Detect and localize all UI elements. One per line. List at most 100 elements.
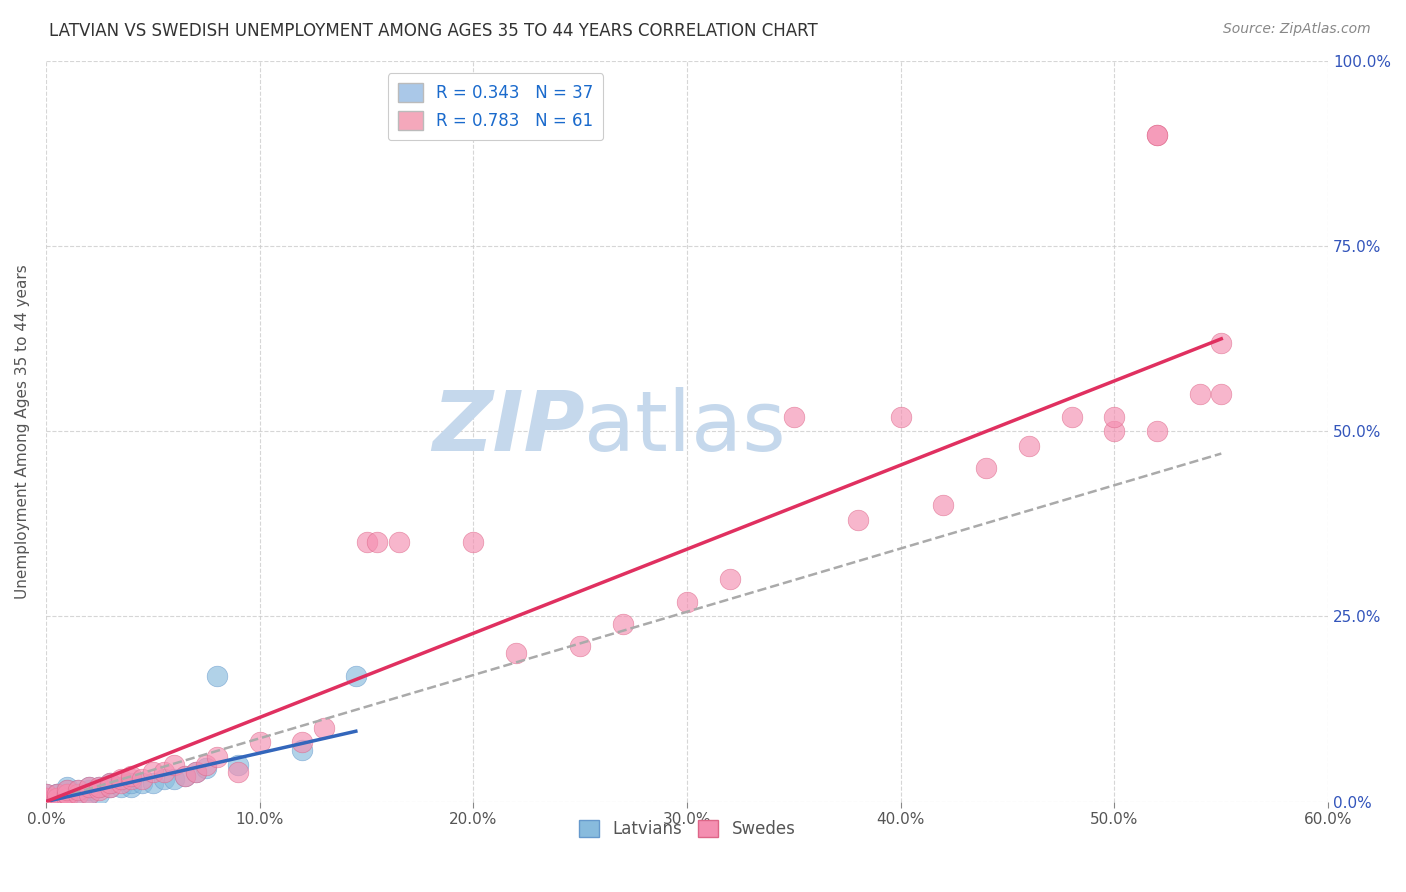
Point [1018,439,1040,453]
Point [77,787,100,801]
Point [110,772,132,787]
Point [98,780,121,794]
Point [195,757,218,772]
Point [1146,425,1168,439]
Point [163,772,186,787]
Point [387,535,409,549]
Point [142,764,165,779]
Point [120,772,142,787]
Point [56,787,79,801]
Point [35,787,58,801]
Point [249,735,271,749]
Point [205,750,228,764]
Point [718,573,741,587]
Point [120,780,142,794]
Point [45,787,67,801]
Point [56,790,79,805]
Point [66,787,89,801]
Point [110,776,132,790]
Point [184,764,207,779]
Point [152,772,174,787]
Point [612,616,634,631]
Point [291,735,314,749]
Text: Source: ZipAtlas.com: Source: ZipAtlas.com [1223,22,1371,37]
Point [1146,128,1168,143]
Point [98,776,121,790]
Point [569,639,592,653]
Point [195,761,218,775]
Point [35,795,58,809]
Point [1188,387,1211,401]
Point [35,790,58,805]
Point [932,499,955,513]
Point [66,783,89,797]
Point [1060,409,1083,424]
Point [89,787,111,801]
Point [142,776,165,790]
Point [35,787,58,801]
Text: LATVIAN VS SWEDISH UNEMPLOYMENT AMONG AGES 35 TO 44 YEARS CORRELATION CHART: LATVIAN VS SWEDISH UNEMPLOYMENT AMONG AG… [49,22,818,40]
Point [35,795,58,809]
Point [77,780,100,794]
Point [463,535,485,549]
Point [152,764,174,779]
Point [45,790,67,805]
Point [35,790,58,805]
Point [89,780,111,794]
Point [66,783,89,797]
Point [131,776,153,790]
Point [56,783,79,797]
Point [676,595,699,609]
Point [35,790,58,805]
Point [35,795,58,809]
Point [89,783,111,797]
Point [1211,335,1233,350]
Point [45,795,67,809]
Point [205,669,228,683]
Point [163,757,186,772]
Point [226,764,249,779]
Point [184,764,207,779]
Point [56,783,79,797]
Point [45,790,67,805]
Legend: Latvians, Swedes: Latvians, Swedes [572,814,803,845]
Text: ZIP: ZIP [432,387,585,468]
Point [890,409,912,424]
Point [56,787,79,801]
Point [77,780,100,794]
Point [291,743,314,757]
Point [505,647,527,661]
Y-axis label: Unemployment Among Ages 35 to 44 years: Unemployment Among Ages 35 to 44 years [15,264,30,599]
Point [56,780,79,794]
Point [1211,387,1233,401]
Point [173,769,195,783]
Point [56,787,79,801]
Text: atlas: atlas [585,387,786,468]
Point [56,787,79,801]
Point [120,769,142,783]
Point [173,769,195,783]
Point [974,461,997,475]
Point [66,787,89,801]
Point [846,513,869,527]
Point [35,790,58,805]
Point [366,535,388,549]
Point [110,780,132,794]
Point [89,780,111,794]
Point [344,669,367,683]
Point [356,535,378,549]
Point [77,787,100,801]
Point [77,783,100,797]
Point [56,790,79,805]
Point [226,757,249,772]
Point [45,787,67,801]
Point [45,790,67,805]
Point [312,721,335,735]
Point [45,787,67,801]
Point [35,795,58,809]
Point [1146,128,1168,143]
Point [1104,409,1126,424]
Point [45,795,67,809]
Point [98,776,121,790]
Point [783,409,806,424]
